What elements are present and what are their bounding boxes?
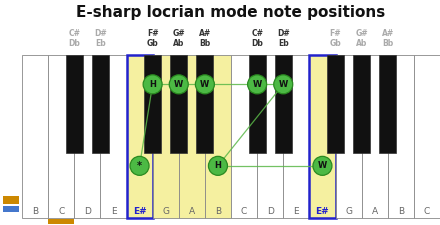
Text: C: C (424, 207, 430, 216)
Bar (4, 206, 18, 211)
Bar (92, 55, 109, 153)
Text: C#: C# (68, 29, 80, 38)
Bar (309, 55, 335, 218)
Bar (4, 196, 18, 204)
Text: W: W (318, 161, 327, 170)
Text: Eb: Eb (95, 40, 106, 49)
Text: Db: Db (251, 40, 263, 49)
Bar (196, 55, 213, 153)
Text: W: W (174, 80, 183, 89)
Text: Bb: Bb (382, 40, 393, 49)
Text: G: G (162, 207, 169, 216)
Text: H: H (215, 161, 221, 170)
Bar (74, 55, 100, 218)
Bar (275, 55, 292, 153)
Text: W: W (253, 80, 262, 89)
Bar (335, 55, 362, 218)
Text: D#: D# (94, 29, 107, 38)
Ellipse shape (143, 75, 162, 94)
Text: Db: Db (68, 40, 80, 49)
Bar (327, 55, 344, 153)
Text: A#: A# (381, 29, 394, 38)
Bar (170, 55, 187, 153)
Text: C#: C# (251, 29, 263, 38)
Text: B: B (215, 207, 221, 216)
Text: D: D (267, 207, 274, 216)
Text: E: E (293, 207, 299, 216)
Text: D: D (84, 207, 91, 216)
Ellipse shape (209, 156, 227, 175)
Bar (283, 55, 309, 218)
Text: G: G (345, 207, 352, 216)
Bar (353, 55, 370, 153)
Text: B: B (32, 207, 38, 216)
Ellipse shape (195, 75, 214, 94)
Text: W: W (200, 80, 209, 89)
Bar (48, 55, 74, 218)
Text: Eb: Eb (278, 40, 289, 49)
Text: E-sharp locrian mode note positions: E-sharp locrian mode note positions (77, 5, 385, 20)
Text: F#: F# (147, 29, 158, 38)
Bar (100, 55, 127, 218)
Text: F#: F# (330, 29, 341, 38)
Bar (127, 55, 153, 218)
Ellipse shape (248, 75, 267, 94)
Text: basicmusictheory.com: basicmusictheory.com (8, 79, 14, 137)
Text: C: C (241, 207, 247, 216)
Text: D#: D# (277, 29, 290, 38)
Bar (22, 55, 48, 218)
Bar (362, 55, 388, 218)
Text: A: A (372, 207, 378, 216)
Bar (48, 219, 74, 224)
Bar (257, 55, 283, 218)
Text: E#: E# (315, 207, 329, 216)
Bar (205, 55, 231, 218)
Text: Gb: Gb (147, 40, 158, 49)
Text: E: E (110, 207, 116, 216)
Bar (144, 55, 161, 153)
Text: Ab: Ab (173, 40, 184, 49)
Text: G#: G# (356, 29, 368, 38)
Text: *: * (137, 161, 142, 171)
Text: Bb: Bb (199, 40, 210, 49)
Text: G#: G# (172, 29, 185, 38)
Ellipse shape (274, 75, 293, 94)
Bar (179, 55, 205, 218)
Text: C: C (58, 207, 64, 216)
Text: W: W (279, 80, 288, 89)
Bar (414, 55, 440, 218)
Ellipse shape (313, 156, 332, 175)
Text: H: H (149, 80, 156, 89)
Text: Gb: Gb (330, 40, 341, 49)
Bar (388, 55, 414, 218)
Bar (231, 55, 257, 218)
Bar (66, 55, 83, 153)
Bar (379, 55, 396, 153)
Text: Ab: Ab (356, 40, 367, 49)
Bar (153, 55, 179, 218)
Text: A#: A# (199, 29, 211, 38)
Bar (249, 55, 266, 153)
Ellipse shape (169, 75, 188, 94)
Ellipse shape (130, 156, 149, 175)
Text: B: B (398, 207, 404, 216)
Text: E#: E# (133, 207, 147, 216)
Text: A: A (189, 207, 195, 216)
